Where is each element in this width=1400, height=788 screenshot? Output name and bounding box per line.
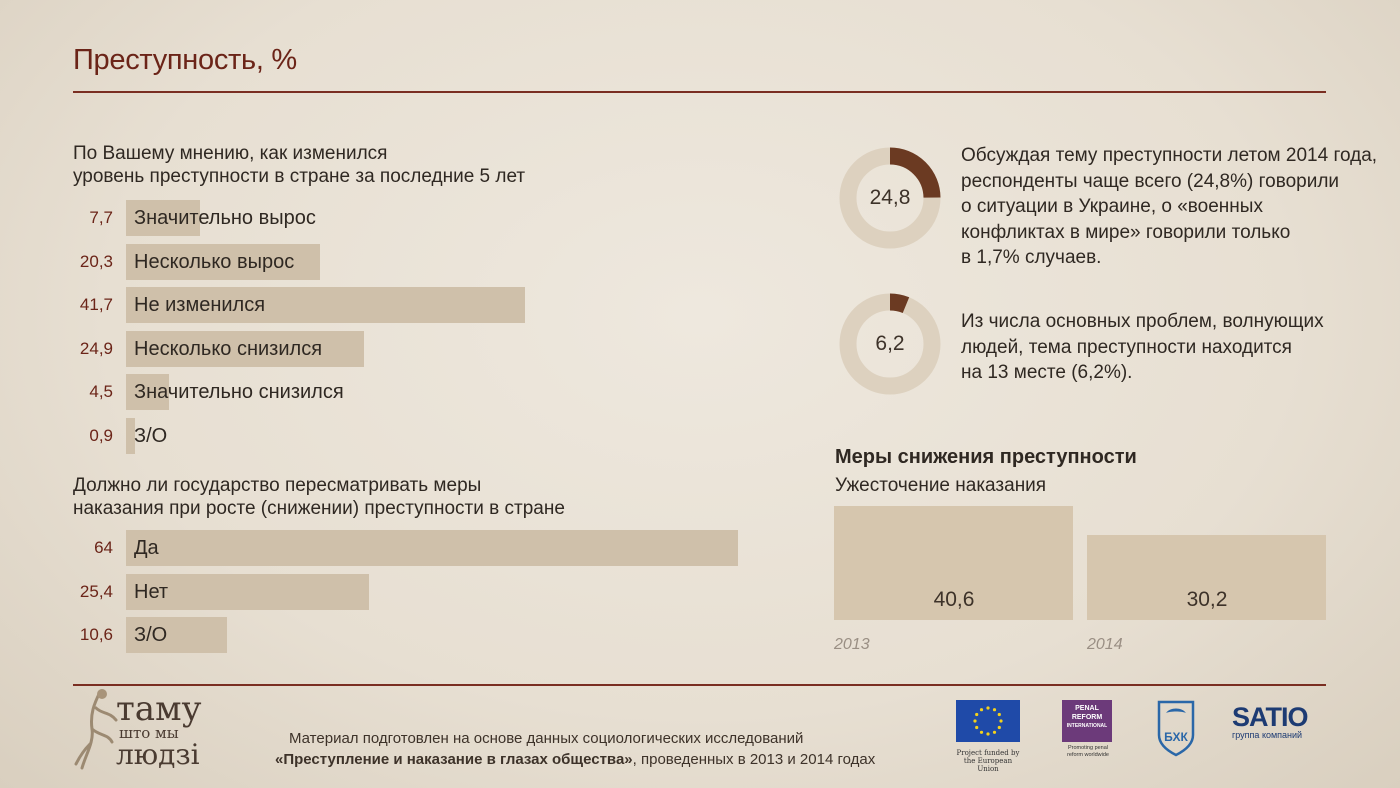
pri-caption-2: reform worldwide: [1067, 752, 1109, 758]
page-title: Преступность, %: [73, 44, 297, 76]
bar-category-label: З/О: [134, 425, 168, 447]
bar-value-label: 7,7: [89, 208, 113, 227]
donut-note-line: респонденты чаще всего (24,8%) говорили: [961, 170, 1340, 192]
bar-value-label: 41,7: [79, 295, 113, 315]
donut-note-line: Из числа основных проблем, волнующих: [961, 311, 1324, 332]
bar-value-label: 10,6: [79, 625, 113, 644]
pri-name-2: REFORM: [1071, 714, 1103, 721]
donut-note-line: на 13 месте (6,2%).: [961, 362, 1133, 383]
donut-note: Обсуждая тему преступности летом 2014 го…: [961, 143, 1377, 271]
bar: [126, 200, 200, 236]
bar: [126, 330, 364, 367]
title-divider: [73, 91, 1326, 93]
question2-line2: наказания при росте (снижении) преступно…: [73, 498, 565, 519]
pri-name-1: PENAL: [1075, 705, 1099, 712]
bar-value-label: 4,5: [89, 382, 113, 402]
measure-value-label: 30,2: [1186, 588, 1228, 611]
donut-segment: [839, 147, 941, 249]
bar-row: 24,9 Несколько снизился: [0, 330, 760, 367]
donut-value: 6,2: [875, 332, 905, 355]
bar-value-label: 24,9: [79, 338, 113, 358]
eu-caption-2: the European Union: [963, 757, 1013, 773]
bar-row: 4,5 Значительно снизился: [0, 374, 760, 411]
pri-badge-icon: PENAL REFORM INTERNATIONAL: [1062, 700, 1112, 742]
eu-logo: Project funded by the European Union: [956, 700, 1020, 773]
satio-logo: SATIO группа компаний: [1232, 702, 1332, 740]
bhk-logo: БХК: [1156, 699, 1196, 757]
donut-value: 24,8: [869, 186, 911, 209]
tamu-logo: таму што мы людзі: [72, 684, 232, 774]
bar-category-label: Значительно вырос: [134, 207, 316, 229]
bar: [126, 530, 738, 566]
bhk-text: БХК: [1164, 730, 1188, 744]
bar-row: 64 Да: [0, 530, 760, 566]
donut-note: Из числа основных проблем, волнующих люде…: [961, 309, 1324, 386]
question2-line1: Должно ли государство пересматривать мер…: [73, 475, 482, 496]
bar: [126, 418, 135, 454]
measure-year-label: 2014: [1087, 636, 1123, 653]
bar-category-label: Не изменился: [134, 294, 266, 317]
pri-name-3: INTERNATIONAL: [1066, 723, 1108, 729]
eu-caption-1: Project funded by: [956, 749, 1020, 757]
bar-row: 10,6 З/О: [0, 617, 760, 653]
bar: [126, 287, 525, 324]
donut-note-line: людей, тема преступности находится: [961, 336, 1292, 358]
donut-note-line: Обсуждая тему преступности летом 2014 го…: [961, 145, 1378, 166]
donut-note-line: о ситуации в Украине, о «военных: [961, 196, 1263, 217]
bar-value-label: 64: [94, 538, 113, 557]
bar-value-label: 0,9: [89, 426, 113, 445]
bar: [126, 374, 169, 411]
bar-value-label: 20,3: [79, 251, 113, 271]
shield-icon: БХК: [1157, 700, 1195, 757]
bar-row: 0,9 З/О: [0, 418, 760, 454]
bar-category-label: Несколько вырос: [134, 250, 295, 273]
question2-title: Должно ли государство пересматривать мер…: [73, 474, 565, 520]
bar-row: 20,3 Несколько вырос: [0, 243, 760, 280]
donut-segment: [839, 293, 941, 395]
bar-category-label: Значительно снизился: [134, 381, 344, 404]
figure-icon: [74, 689, 118, 770]
pri-logo: PENAL REFORM INTERNATIONAL Promoting pen…: [1062, 700, 1114, 759]
bar-row: 41,7 Не изменился: [0, 287, 760, 324]
study-title: «Преступление и наказание в глазах общес…: [275, 751, 633, 768]
question1-title: По Вашему мнению, как изменился уровень …: [73, 142, 525, 188]
bar-category-label: Несколько снизился: [134, 337, 323, 360]
bar: [126, 573, 369, 610]
bar-row: 25,4 Нет: [0, 573, 760, 610]
bar-value-label: 25,4: [79, 581, 113, 601]
question1-line1: По Вашему мнению, как изменился: [73, 143, 388, 164]
footer-line1: Материал подготовлен на основе данных со…: [289, 730, 804, 747]
measures-subtitle: Ужесточение наказания: [835, 475, 1047, 496]
measure-bar: [1087, 535, 1326, 620]
question1-line2: уровень преступности в стране за последн…: [73, 166, 526, 187]
footer-line2-rest: , проведенных в 2013 и 2014 годах: [632, 751, 876, 768]
satio-subtitle: группа компаний: [1232, 730, 1303, 740]
eu-flag-icon: [956, 700, 1020, 742]
donut-chart: 24,8: [838, 146, 942, 250]
logo-word-2: што мы: [119, 724, 179, 742]
donut-note-line: конфликтах в мире» говорили только: [961, 221, 1291, 243]
pri-caption-1: Promoting penal: [1067, 745, 1109, 751]
bar-category-label: Нет: [134, 580, 169, 603]
footer-note: Материал подготовлен на основе данных со…: [275, 728, 875, 770]
measures-title: Меры снижения преступности: [835, 446, 1137, 468]
footer-line2: «Преступление и наказание в глазах общес…: [275, 749, 875, 770]
footer-divider: [73, 684, 1326, 686]
logo-word-3: людзі: [116, 738, 200, 771]
bar-category-label: З/О: [134, 624, 168, 646]
satio-wordmark: SATIO: [1232, 702, 1309, 732]
donut-note-line: в 1,7% случаев.: [961, 247, 1102, 268]
bar: [126, 243, 320, 280]
bar: [126, 617, 227, 653]
measure-bar: [834, 506, 1073, 620]
measure-year-label: 2013: [834, 636, 870, 653]
logo-word-1: таму: [116, 689, 202, 729]
donut-chart: 6,2: [838, 292, 942, 396]
bar-category-label: Да: [134, 537, 159, 559]
measure-value-label: 40,6: [933, 588, 975, 611]
bar-row: 7,7 Значительно вырос: [0, 200, 760, 236]
